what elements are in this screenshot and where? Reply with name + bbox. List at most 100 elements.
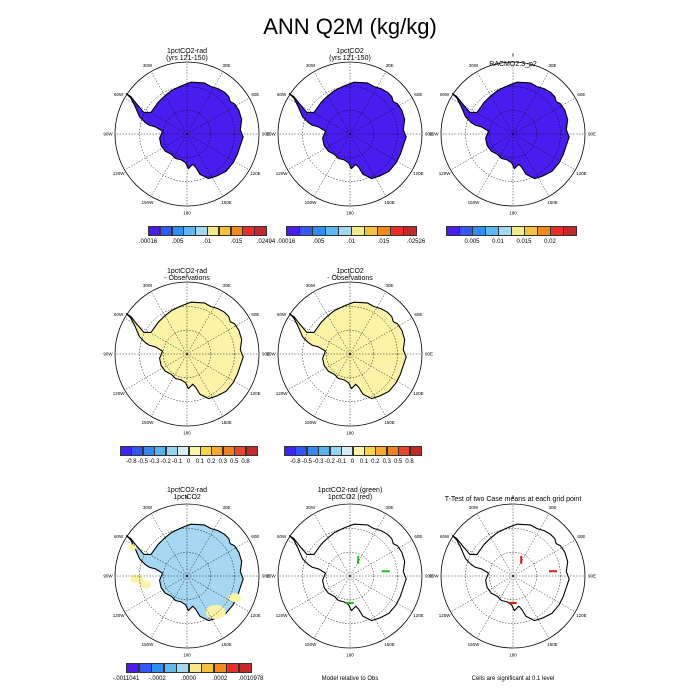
antarctica-coastline: [288, 523, 407, 622]
longitude-label: 180: [509, 653, 517, 658]
colorbar-tick-label: .005: [171, 239, 184, 245]
colorbar-tick-label: .0000: [180, 676, 197, 682]
polar-map-p5: 0 30E 60E 90E 120E 150E 180 150W 120W 90W 60W 30W: [266, 273, 433, 436]
colorbar-swatch: [341, 446, 354, 456]
longitude-label: 90E: [588, 132, 596, 137]
colorbar: .00016 .005 .01 .015 .02494: [139, 226, 275, 245]
colorbar-swatch: [230, 226, 243, 236]
colorbar-tick-label: 0.1: [359, 459, 369, 465]
colorbar-swatch: [312, 226, 326, 236]
longitude-label: 30W: [469, 63, 479, 68]
colorbar-swatch: [238, 663, 252, 673]
longitude-label: 150E: [221, 642, 232, 647]
longitude-label: 120W: [276, 391, 289, 396]
significant-cell: [381, 570, 390, 573]
longitude-label: 90E: [425, 574, 433, 579]
longitude-label: 60E: [577, 534, 585, 539]
colorbar-tick-label: 0: [350, 459, 355, 465]
colorbar-swatch: [375, 446, 388, 456]
positive-anomaly-patch: [205, 604, 226, 620]
longitude-label: 120W: [113, 171, 126, 176]
colorbar-tick-label: -0.8: [290, 459, 301, 465]
longitude-label: 90E: [425, 352, 433, 357]
colorbar-swatch: [218, 226, 232, 236]
colorbar-tick-label: 0.3: [218, 459, 227, 465]
colorbar-tick-label: 0.3: [382, 459, 391, 465]
colorbar-tick-label: .00016: [138, 239, 158, 245]
colorbar-tick-label: 0.015: [516, 239, 532, 245]
longitude-label: 150E: [547, 642, 558, 647]
longitude-label: 120W: [113, 391, 126, 396]
colorbar-tick-label: .02494: [256, 239, 276, 245]
longitude-label: 90W: [266, 352, 276, 357]
colorbar-tick-label: .01: [346, 239, 356, 245]
longitude-label: 120E: [250, 171, 261, 176]
longitude-label: 0: [512, 53, 515, 58]
longitude-label: 30W: [143, 505, 153, 510]
longitude-label: 30E: [548, 505, 556, 510]
longitude-label: 120W: [439, 171, 452, 176]
colorbar-swatch: [188, 663, 202, 673]
longitude-label: 180: [346, 431, 354, 436]
colorbar-tick-label: -0.5: [301, 459, 312, 465]
colorbar-tick-label: .015: [377, 239, 390, 245]
longitude-label: 30E: [548, 63, 556, 68]
colorbar-swatch: [195, 226, 208, 236]
longitude-label: 120E: [413, 171, 424, 176]
colorbar-tick-label: .005: [312, 239, 325, 245]
longitude-label: 60W: [440, 92, 450, 97]
colorbar-tick-label: 0.2: [207, 459, 216, 465]
longitude-label: 90E: [262, 574, 270, 579]
colorbar-swatch: [459, 226, 473, 236]
polar-map-p4: 0 30E 60E 90E 120E 150E 180 150W 120W 90W 60W 30W: [103, 273, 270, 436]
longitude-label: 90W: [429, 574, 439, 579]
colorbar-tick-label: .00016: [276, 239, 296, 245]
longitude-label: 150W: [305, 200, 318, 205]
longitude-label: 150E: [221, 420, 232, 425]
antarctica-coastline: [451, 523, 570, 622]
colorbar-swatch: [154, 446, 167, 456]
panel-title: - Observations: [164, 275, 210, 282]
colorbar-swatch: [120, 446, 133, 456]
longitude-label: 30W: [143, 283, 153, 288]
significant-cell: [357, 555, 360, 564]
longitude-label: 90W: [266, 574, 276, 579]
longitude-label: 120E: [576, 613, 587, 618]
colorbar-swatch: [151, 663, 165, 673]
longitude-label: 120W: [113, 613, 126, 618]
longitude-label: 120E: [250, 613, 261, 618]
colorbar-swatch: [550, 226, 564, 236]
longitude-label: 0: [349, 53, 352, 58]
colorbar-tick-label: 0.5: [229, 459, 239, 465]
longitude-label: 60E: [251, 534, 259, 539]
significant-cell: [508, 601, 517, 604]
colorbar-swatch: [295, 446, 308, 456]
panel-title: 1pctCO2: [336, 268, 364, 275]
longitude-label: 180: [346, 211, 354, 216]
polar-map-p6: 0 30E 60E 90E 120E 150E 180 150W 120W 90W 60W 30W: [103, 495, 270, 658]
colorbar-tick-label: 0: [186, 459, 191, 465]
figure-title: ANN Q2M (kg/kg): [263, 14, 437, 39]
colorbar-swatch: [284, 446, 297, 456]
colorbar-swatch: [329, 446, 342, 456]
colorbar-swatch: [148, 226, 161, 236]
colorbar: -0.8 -0.5 -0.3 -0.2 -0.1 0 0.1 0.2 0.3 0.5 0.8: [120, 446, 258, 465]
longitude-label: 180: [183, 653, 191, 658]
panel-title: RACMO2.3_p2: [489, 61, 537, 68]
significant-cell: [520, 555, 523, 564]
colorbar-tick-label: -0.2: [324, 459, 335, 465]
panel-note: Model relative to Obs: [321, 676, 379, 682]
colorbar-swatch: [131, 446, 144, 456]
longitude-label: 90W: [103, 132, 113, 137]
colorbar-tick-label: 0.5: [393, 459, 403, 465]
longitude-label: 90W: [103, 574, 113, 579]
colorbar: -0.8 -0.5 -0.3 -0.2 -0.1 0 0.1 0.2 0.3 0.5 0.8: [284, 446, 422, 465]
longitude-label: 30E: [222, 63, 230, 68]
polar-map-p3: 0 30E 60E 90E 120E 150E 180 150W 120W 90W 60W 30W: [429, 53, 596, 216]
colorbar-tick-label: 0.8: [405, 459, 414, 465]
colorbar-tick-label: -0.2: [160, 459, 171, 465]
longitude-label: 90E: [425, 132, 433, 137]
colorbar-tick-label: .02526: [406, 239, 426, 245]
colorbar-tick-label: 0.2: [371, 459, 380, 465]
colorbar-swatch: [299, 226, 313, 236]
